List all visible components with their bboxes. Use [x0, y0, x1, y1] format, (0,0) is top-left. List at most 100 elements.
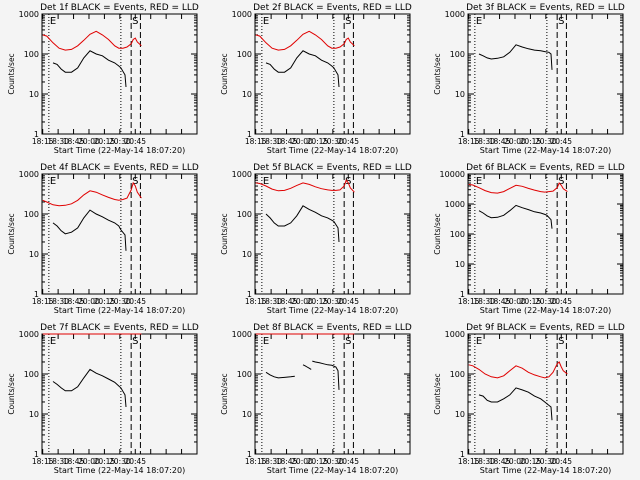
x-tick-label: 18:45 [63, 457, 85, 466]
x-axis-label: Start Time (22-May-14 18:07:20) [54, 466, 185, 475]
x-axis-label: Start Time (22-May-14 18:07:20) [267, 466, 398, 475]
y-tick-label: 1 [460, 450, 465, 459]
x-tick-label: 20:45 [124, 297, 146, 306]
lld-series-line [42, 30, 142, 51]
y-tick-label: 100 [24, 50, 39, 59]
chart-title: Det 8f BLACK = Events, RED = LLD [253, 323, 412, 333]
events-series-line [302, 364, 312, 370]
marker-label: E [50, 16, 56, 27]
chart-title: Det 7f BLACK = Events, RED = LLD [40, 323, 199, 333]
y-axis-label: Counts/sec [433, 213, 442, 254]
y-tick-label: 1000 [19, 330, 39, 339]
x-tick-label: 20:45 [550, 297, 572, 306]
y-tick-label: 1 [247, 290, 252, 299]
y-tick-label: 1000 [19, 170, 39, 179]
x-tick-label: 18:15 [245, 457, 267, 466]
chart-title: Det 9f BLACK = Events, RED = LLD [466, 323, 625, 333]
x-tick-label: 20:45 [124, 137, 146, 146]
x-tick-label: 20:15 [520, 457, 542, 466]
x-tick-label: 20:45 [550, 457, 572, 466]
x-tick-label: 20:15 [307, 457, 329, 466]
x-tick-label: 20:45 [337, 457, 359, 466]
x-tick-label: 18:15 [32, 137, 54, 146]
x-tick-label: 18:15 [32, 297, 54, 306]
marker-label: E [263, 176, 269, 187]
x-tick-label: 20:30 [322, 457, 344, 466]
marker-label: S [345, 16, 351, 27]
lld-series-line [42, 181, 142, 207]
x-axis-label: Start Time (22-May-14 18:07:20) [480, 146, 611, 155]
y-tick-label: 1000 [19, 10, 39, 19]
y-tick-label: 10000 [440, 170, 465, 179]
x-tick-label: 20:30 [322, 137, 344, 146]
marker-label: S [132, 16, 138, 27]
events-series-line [52, 209, 127, 251]
x-tick-label: 20:30 [535, 457, 557, 466]
x-tick-label: 20:45 [550, 137, 572, 146]
x-tick-label: 18:30 [473, 457, 495, 466]
x-tick-label: 18:15 [458, 137, 480, 146]
x-tick-label: 20:00 [504, 297, 526, 306]
chart-panel-3: Det 3f BLACK = Events, RED = LLD 1 10 100 10… [433, 3, 625, 155]
y-tick-label: 100 [24, 370, 39, 379]
x-axis-label: Start Time (22-May-14 18:07:20) [480, 306, 611, 315]
y-tick-label: 1 [34, 130, 39, 139]
y-axis-label: Counts/sec [7, 213, 16, 254]
x-tick-label: 18:45 [489, 137, 511, 146]
x-tick-label: 18:30 [473, 137, 495, 146]
x-tick-label: 18:45 [276, 137, 298, 146]
y-axis-label: Counts/sec [7, 53, 16, 94]
y-tick-label: 10 [455, 90, 465, 99]
x-tick-label: 20:00 [78, 457, 100, 466]
y-tick-label: 100 [450, 370, 465, 379]
plot-frame [467, 333, 624, 455]
y-tick-label: 10 [242, 90, 252, 99]
x-axis-label: Start Time (22-May-14 18:07:20) [267, 306, 398, 315]
chart-title: Det 5f BLACK = Events, RED = LLD [253, 163, 412, 173]
lld-series-line [255, 30, 355, 51]
marker-label: E [50, 176, 56, 187]
y-axis-label: Counts/sec [220, 373, 229, 414]
x-tick-label: 18:45 [276, 457, 298, 466]
x-axis-label: Start Time (22-May-14 18:07:20) [480, 466, 611, 475]
x-tick-label: 18:45 [489, 297, 511, 306]
chart-panel-5: Det 5f BLACK = Events, RED = LLD 1 10 100 10… [220, 163, 412, 315]
x-tick-label: 18:30 [47, 457, 69, 466]
x-tick-label: 20:00 [291, 297, 313, 306]
y-tick-label: 1000 [232, 330, 252, 339]
chart-panel-4: Det 4f BLACK = Events, RED = LLD 1 10 100 10… [7, 163, 199, 315]
plot-frame [41, 13, 198, 135]
chart-title: Det 4f BLACK = Events, RED = LLD [40, 163, 199, 173]
x-tick-label: 20:30 [109, 137, 131, 146]
y-tick-label: 1 [460, 290, 465, 299]
y-tick-label: 1 [247, 450, 252, 459]
events-series-line [478, 387, 553, 421]
y-tick-label: 1 [247, 130, 252, 139]
plot-frame [254, 333, 411, 455]
marker-label: S [132, 176, 138, 187]
y-tick-label: 10 [242, 250, 252, 259]
x-tick-label: 20:00 [78, 297, 100, 306]
x-axis-label: Start Time (22-May-14 18:07:20) [54, 306, 185, 315]
plot-frame [41, 333, 198, 455]
events-series-line [52, 50, 127, 88]
marker-label: E [263, 16, 269, 27]
x-axis-label: Start Time (22-May-14 18:07:20) [267, 146, 398, 155]
x-tick-label: 20:00 [78, 137, 100, 146]
x-tick-label: 20:45 [337, 137, 359, 146]
y-tick-label: 100 [450, 230, 465, 239]
y-tick-label: 1000 [232, 170, 252, 179]
y-tick-label: 10 [29, 250, 39, 259]
x-tick-label: 18:15 [245, 297, 267, 306]
y-tick-label: 1000 [445, 330, 465, 339]
x-tick-label: 20:15 [307, 297, 329, 306]
y-axis-label: Counts/sec [7, 373, 16, 414]
chart-panel-9: Det 9f BLACK = Events, RED = LLD 1 10 100 10… [433, 323, 625, 475]
events-series-line [265, 371, 295, 379]
events-series-line [265, 205, 340, 243]
y-tick-label: 100 [237, 370, 252, 379]
y-tick-label: 10 [455, 260, 465, 269]
y-tick-label: 100 [450, 50, 465, 59]
y-tick-label: 10 [29, 410, 39, 419]
marker-label: E [476, 176, 482, 187]
